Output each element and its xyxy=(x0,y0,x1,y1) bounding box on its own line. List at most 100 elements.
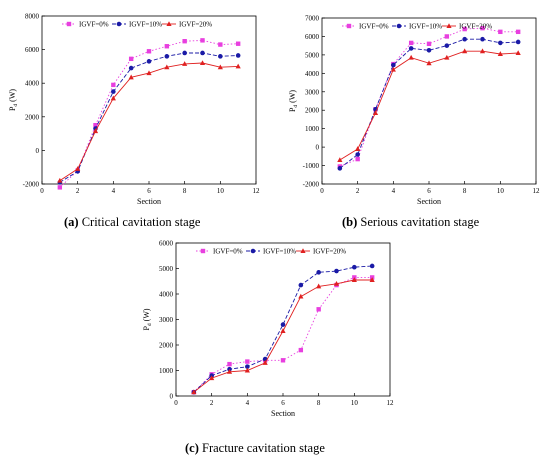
chart-2-series-3-point xyxy=(426,60,432,66)
chart-2-series-1-point xyxy=(515,29,521,35)
chart-panel-3: 0 2 4 6 8 10 12 0 1000 2000 3000 4000 5000 6000 Sectio… xyxy=(142,240,394,456)
chart-2-y-tick-label: 2000 xyxy=(305,107,320,115)
chart-1-series-2-point xyxy=(235,53,241,58)
chart-3-series-2-point xyxy=(316,270,321,275)
chart-2-series-1-point xyxy=(480,25,485,31)
chart-2-series-1-point xyxy=(426,41,432,47)
chart-3-series-2-point xyxy=(280,322,286,327)
chart-3-series-3 xyxy=(191,277,375,395)
chart-2-legend-swatch-marker xyxy=(396,23,402,29)
chart-3-legend-swatch-marker xyxy=(250,248,256,254)
chart-3-legend-swatch-marker xyxy=(200,248,206,254)
chart-2-series-3-point xyxy=(408,54,414,60)
chart-3-y-tick-label: 0 xyxy=(170,393,174,401)
chart-3-x-axis-label: Section xyxy=(271,409,295,418)
chart-2-legend: IGVF=0% IGVF=10% IGVF=20% xyxy=(342,23,492,31)
chart-3-series-2-point xyxy=(245,364,250,369)
chart-2-series-3-point xyxy=(444,54,450,60)
chart-3-series-3-point xyxy=(316,283,322,289)
chart-1-x-tick-label: 8 xyxy=(183,187,187,195)
chart-3-legend-swatch-marker xyxy=(300,248,306,253)
chart-3-y-tick-label: 2000 xyxy=(159,342,174,350)
chart-1-series-2-point xyxy=(146,59,152,64)
chart-3-y-tick-label: 6000 xyxy=(159,240,174,248)
chart-1-series-3-point xyxy=(92,128,99,134)
chart-3-x-tick-label: 2 xyxy=(210,399,214,407)
chart-1-series-2-point xyxy=(128,65,134,71)
chart-1-series-1-point xyxy=(182,39,187,44)
chart-2-legend-swatch-marker xyxy=(446,23,452,28)
chart-3-x-tick-label: 0 xyxy=(174,399,178,407)
chart-1-series-1-point xyxy=(200,38,205,43)
chart-1-series-1-point xyxy=(164,44,170,49)
chart-2-series-3-point xyxy=(355,146,361,151)
chart-1-legend: IGVF=0% IGVF=10% IGVF=20% xyxy=(62,21,212,29)
chart-2-series-1-point xyxy=(498,29,503,35)
chart-1-series-3 xyxy=(57,60,241,183)
chart-2-series-2 xyxy=(337,36,521,171)
chart-3-series-3-point xyxy=(298,293,304,299)
chart-3-legend: IGVF=0% IGVF=10% IGVF=20% xyxy=(196,248,346,256)
chart-2-series-2-point xyxy=(462,36,467,42)
chart-panel-1: 0 2 4 6 8 10 12-200002000400060008000SectionPd… xyxy=(8,13,260,230)
chart-1-series-3-line xyxy=(59,62,239,181)
chart-1-x-tick-label: 2 xyxy=(76,187,80,195)
chart-2-series-2-point xyxy=(408,46,414,51)
chart-1-y-tick-label: -2000 xyxy=(23,181,40,189)
chart-1-x-axis-label: Section xyxy=(137,197,161,206)
chart-2-series-2-point xyxy=(391,62,396,68)
chart-1-series-3-point xyxy=(128,74,134,80)
chart-1-series-1-point xyxy=(93,123,98,128)
chart-3-legend-entry: IGVF=0% xyxy=(213,248,243,256)
chart-3-series-1-point xyxy=(245,359,250,364)
chart-3-x-tick-label: 10 xyxy=(351,399,359,407)
chart-3-legend-entry: IGVF=20% xyxy=(313,248,346,256)
chart-3-series-3-point xyxy=(191,389,197,395)
chart-2-series-1-line xyxy=(339,27,519,167)
chart-2-legend-entry: IGVF=0% xyxy=(359,23,389,31)
chart-3-series-2-line xyxy=(193,265,373,393)
chart-2-series-3-point xyxy=(515,50,521,56)
chart-1-legend-entry: IGVF=0% xyxy=(79,21,109,29)
chart-1-series-1-point xyxy=(235,41,241,46)
chart-1-series-2-point xyxy=(218,54,223,59)
chart-1-series-3-point xyxy=(146,70,152,76)
chart-3-series-2-point xyxy=(369,263,375,269)
chart-1-series-3-point xyxy=(110,95,116,101)
chart-2-x-tick-label: 4 xyxy=(392,187,396,195)
chart-2-y-tick-label: 3000 xyxy=(305,88,320,96)
chart-1-series-3-point xyxy=(235,63,241,69)
chart-3-series-2-point xyxy=(334,268,339,274)
chart-3-series-1-point xyxy=(316,307,321,312)
chart-1-x-tick-label: 6 xyxy=(147,187,151,195)
chart-3-series-3-point xyxy=(262,360,268,365)
chart-3-series-3-point xyxy=(369,277,375,282)
chart-3-series-3-point xyxy=(209,375,215,381)
chart-1-series-1-point xyxy=(111,82,116,88)
chart-2-series-2-point xyxy=(480,36,485,42)
chart-2-series-3-point xyxy=(337,157,343,163)
chart-2-x-tick-label: 10 xyxy=(497,187,505,195)
chart-2-x-tick-label: 0 xyxy=(320,187,324,195)
chart-2-series-3-line xyxy=(339,50,519,161)
chart-2-x-tick-label: 6 xyxy=(427,187,431,195)
chart-2-y-tick-label: 7000 xyxy=(305,15,320,23)
chart-2-series-3-point xyxy=(372,110,379,115)
chart-1-series-3-point xyxy=(57,177,63,183)
chart-2-legend-entry: IGVF=10% xyxy=(409,23,442,31)
chart-1-legend-swatch-marker xyxy=(166,21,172,26)
chart-2-series-3 xyxy=(337,48,521,163)
chart-1-x-tick-label: 12 xyxy=(253,187,261,195)
chart-2-series-2-point xyxy=(337,166,343,171)
chart-1-legend-swatch-marker xyxy=(66,21,72,27)
chart-3-y-tick-label: 3000 xyxy=(159,316,174,324)
chart-3-series-1-point xyxy=(280,358,286,363)
chart-1-axis-frame xyxy=(41,15,257,185)
chart-1-x-tick-label: 0 xyxy=(40,187,44,195)
chart-2-x-axis-label: Section xyxy=(417,197,441,206)
chart-3-caption: (c) Fracture cavitation stage xyxy=(185,441,325,455)
chart-1-series-1-point xyxy=(218,42,223,47)
chart-2-y-axis-label: Pd (W) xyxy=(288,90,299,112)
chart-1-series-2-point xyxy=(111,89,116,94)
